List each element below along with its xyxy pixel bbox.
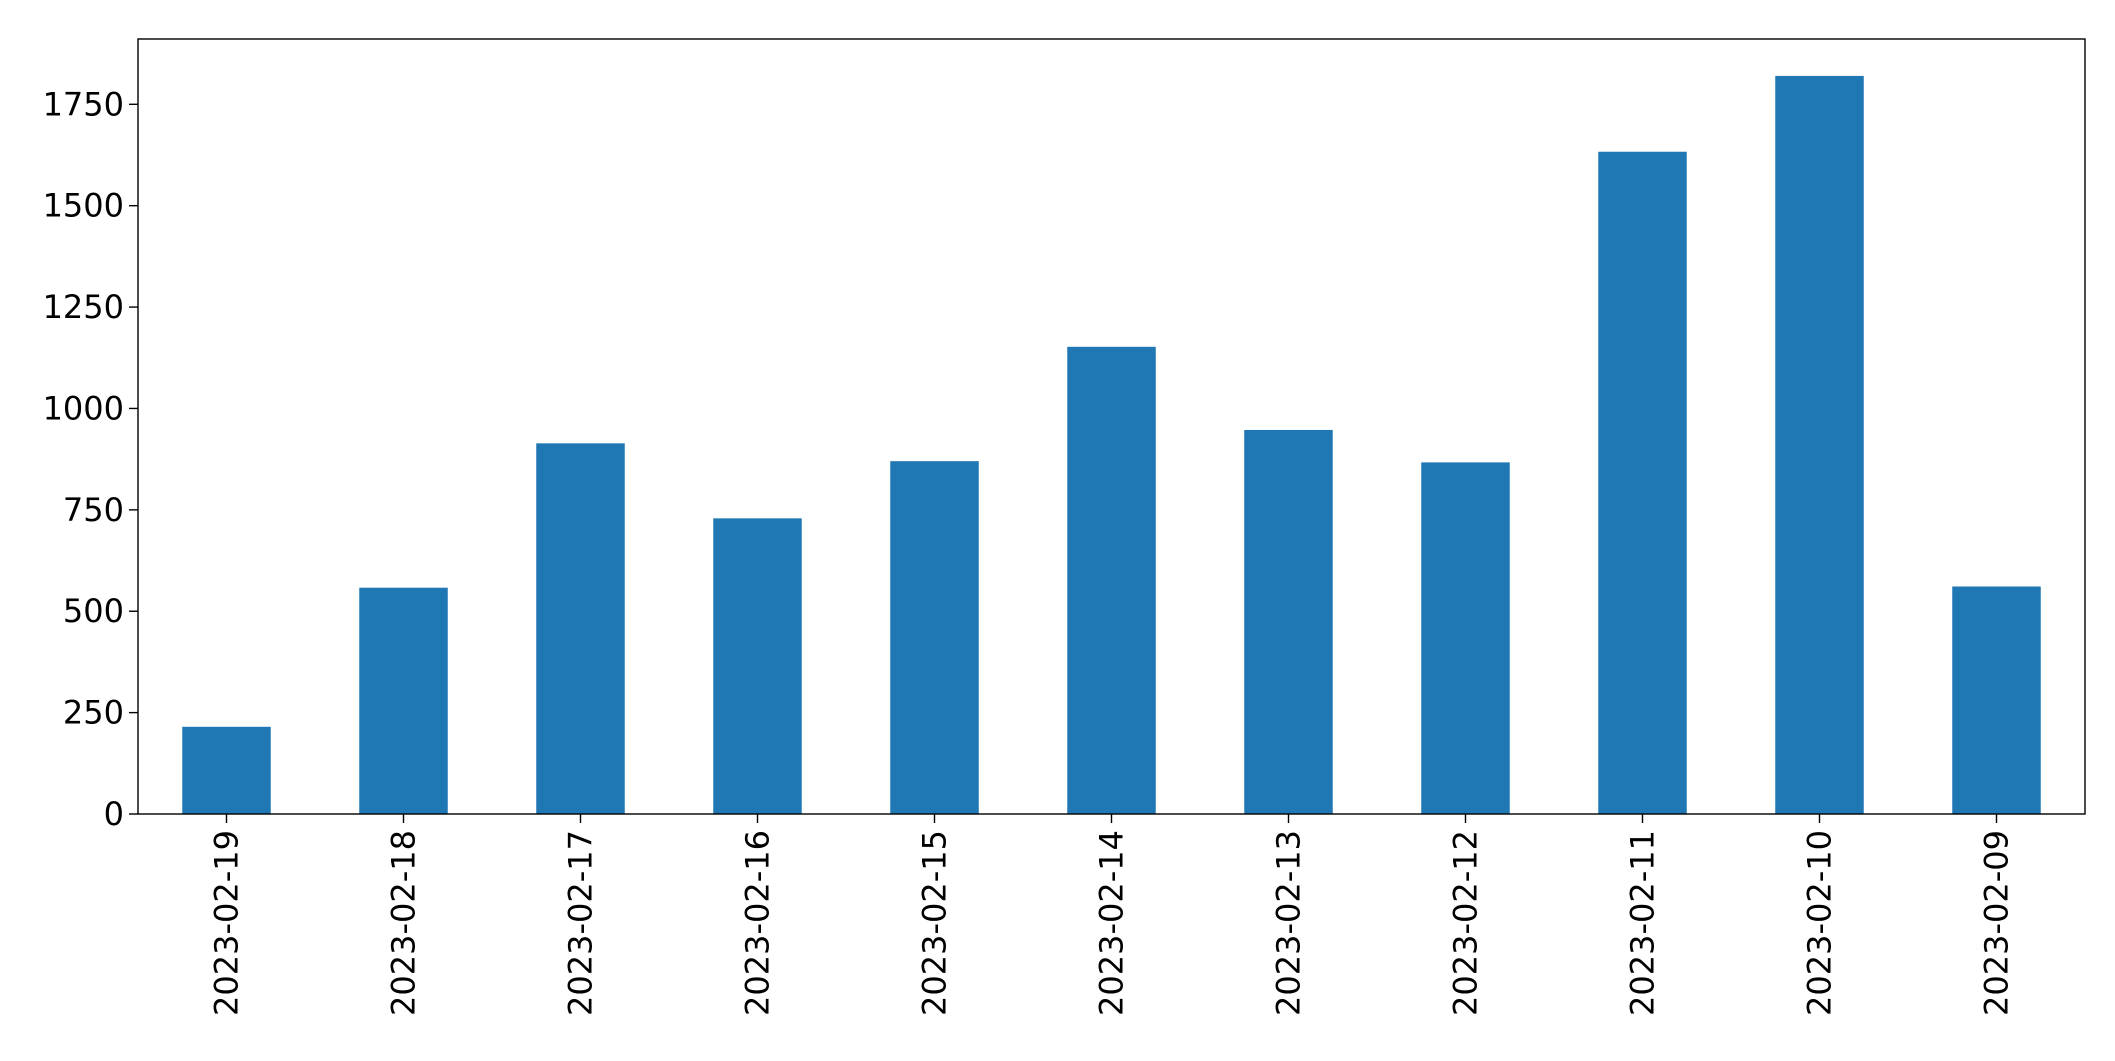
bar (1067, 346, 1156, 814)
bar (713, 518, 802, 814)
x-tick-label: 2023-02-14 (1093, 830, 1131, 1016)
x-tick-label: 2023-02-12 (1447, 830, 1485, 1016)
x-tick-label: 2023-02-17 (562, 830, 600, 1016)
bar (1775, 75, 1864, 814)
bar (1598, 151, 1687, 815)
bar (1244, 429, 1333, 814)
y-tick-label: 1000 (43, 389, 124, 427)
x-tick-label: 2023-02-13 (1270, 830, 1308, 1016)
y-tick-label: 750 (63, 491, 124, 529)
x-tick-label: 2023-02-16 (739, 830, 777, 1016)
bar (1952, 586, 2041, 814)
x-tick-label: 2023-02-11 (1624, 830, 1662, 1016)
x-tick-label: 2023-02-10 (1801, 830, 1839, 1016)
x-tick-label: 2023-02-15 (916, 830, 954, 1016)
bar (890, 461, 979, 814)
bar (182, 726, 271, 814)
bar (359, 587, 448, 814)
x-tick-label: 2023-02-19 (208, 830, 246, 1016)
x-tick-label: 2023-02-18 (385, 830, 423, 1016)
x-tick-label: 2023-02-09 (1978, 830, 2016, 1016)
y-tick-label: 1500 (43, 187, 124, 225)
y-tick-label: 1250 (43, 288, 124, 326)
y-tick-label: 250 (63, 694, 124, 732)
y-tick-label: 0 (104, 795, 124, 833)
y-tick-label: 500 (63, 592, 124, 630)
bar (536, 443, 625, 814)
plot-frame (137, 38, 2086, 815)
y-tick-label: 1750 (43, 85, 124, 123)
bar (1421, 462, 1510, 814)
